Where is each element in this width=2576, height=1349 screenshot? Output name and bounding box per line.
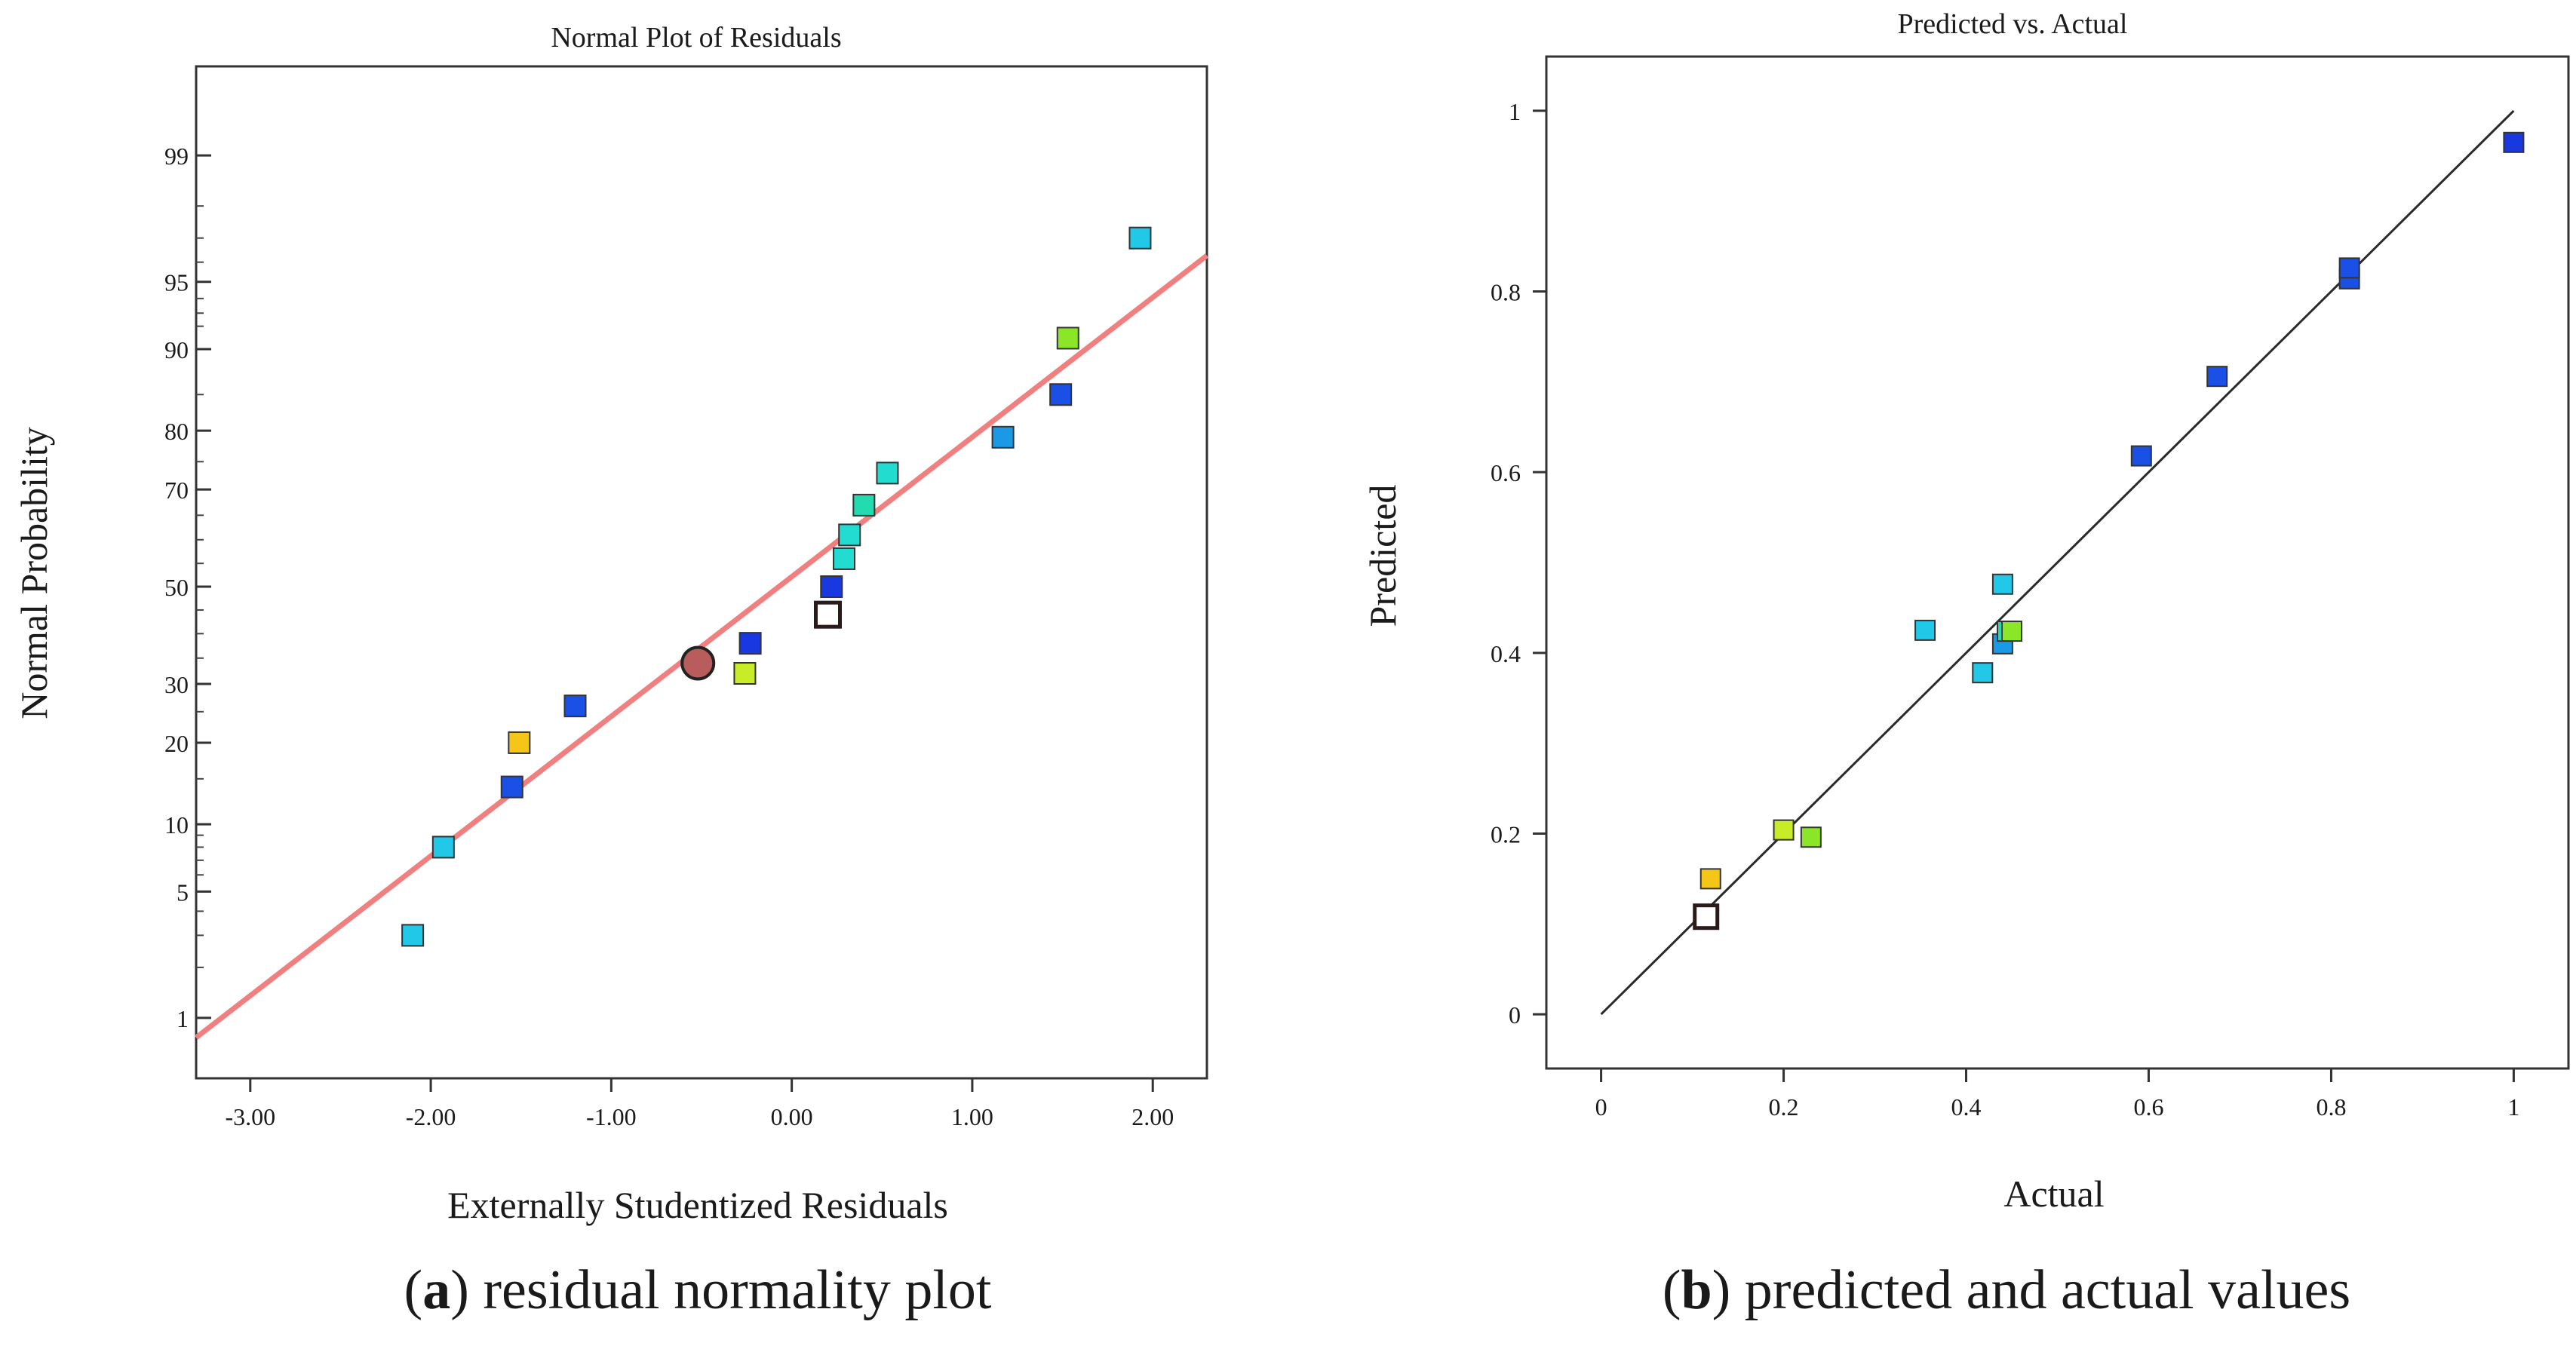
chart-a-minor-ticks	[196, 205, 204, 968]
chart-a-y-tick-label-8: 90	[164, 336, 189, 363]
chart-a-x-tick-label-4: 1.00	[951, 1103, 993, 1130]
chart-a: Normal Plot of Residuals 1 5 10 20 30 50 70 80 9…	[13, 22, 1209, 1321]
chart-b-xlabel: Actual	[2003, 1173, 2104, 1215]
chart-a-y-tick-label-1: 5	[177, 878, 189, 906]
chart-b-point-13	[2338, 257, 2360, 279]
chart-a-y-tick-label-4: 30	[164, 671, 189, 698]
chart-a-x-tick-label-1: -2.00	[406, 1103, 456, 1130]
chart-b-x-tick-label-2: 0.4	[1951, 1093, 1982, 1121]
chart-a-y-tick-label-6: 70	[164, 477, 189, 504]
chart-a-point-13	[876, 461, 899, 485]
chart-a-y-tick-label-10: 99	[164, 143, 189, 170]
chart-a-point-11	[838, 523, 861, 547]
chart-a-point-9	[820, 575, 843, 599]
chart-b-caption: (b) predicted and actual values	[1663, 1259, 2350, 1321]
chart-b-y-tick-label-0: 0	[1509, 1001, 1521, 1029]
chart-b: Predicted vs. Actual 0 0.2 0.4 0.6 0.8 1 0 0.2…	[1362, 8, 2570, 1321]
chart-a-x-ticks: -3.00 -2.00 -1.00 0.00 1.00 2.00	[225, 1078, 1174, 1130]
chart-a-y-tick-label-7: 80	[164, 418, 189, 445]
chart-b-title: Predicted vs. Actual	[1898, 8, 2128, 40]
chart-b-y-ticks: 0 0.2 0.4 0.6 0.8 1	[1491, 98, 1546, 1029]
chart-b-y-tick-label-3: 0.6	[1491, 459, 1521, 486]
chart-b-point-10	[2130, 445, 2152, 467]
chart-a-caption-paren: (	[404, 1259, 423, 1321]
chart-a-x-tick-label-3: 0.00	[771, 1103, 813, 1130]
chart-a-point-15	[1049, 383, 1073, 406]
chart-b-point-4	[1914, 619, 1936, 641]
chart-a-point-17	[1128, 226, 1152, 250]
chart-b-x-tick-label-4: 0.8	[2316, 1093, 2346, 1121]
chart-b-point-0	[1693, 903, 1720, 931]
chart-a-x-tick-label-5: 2.00	[1131, 1103, 1174, 1130]
chart-b-point-9	[2001, 621, 2023, 642]
chart-b-y-tick-label-5: 1	[1509, 98, 1521, 125]
chart-b-caption-text: ) predicted and actual values	[1712, 1259, 2350, 1321]
chart-b-fit-line	[1600, 109, 2515, 1016]
chart-a-y-tick-label-9: 95	[164, 269, 189, 296]
chart-b-x-ticks: 0 0.2 0.4 0.6 0.8 1	[1595, 1068, 2519, 1121]
chart-a-caption-letter: a	[422, 1259, 450, 1321]
chart-a-point-1	[431, 835, 455, 859]
chart-b-x-tick-label-0: 0	[1595, 1093, 1607, 1121]
chart-b-points	[1693, 131, 2525, 931]
chart-b-point-1	[1699, 868, 1721, 890]
chart-a-caption: (a) residual normality plot	[404, 1259, 992, 1321]
chart-a-point-10	[833, 547, 856, 570]
chart-a-point-7	[738, 632, 762, 655]
chart-a-point-14	[991, 425, 1015, 449]
chart-b-x-tick-label-3: 0.6	[2133, 1093, 2163, 1121]
chart-b-point-2	[1773, 819, 1795, 841]
chart-a-x-tick-label-2: -1.00	[586, 1103, 637, 1130]
chart-a-title: Normal Plot of Residuals	[551, 22, 841, 54]
chart-b-y-tick-label-4: 0.8	[1491, 279, 1521, 306]
chart-b-point-11	[2206, 366, 2228, 388]
chart-a-y-ticks: 1 5 10 20 30 50 70 80 90 95 99	[164, 143, 211, 1032]
chart-a-point-3	[508, 731, 531, 754]
chart-a-point-8	[814, 600, 842, 629]
chart-a-point-12	[852, 493, 876, 517]
chart-a-x-tick-label-0: -3.00	[225, 1103, 275, 1130]
chart-b-point-6	[1991, 573, 2013, 595]
chart-a-y-tick-label-5: 50	[164, 574, 189, 601]
chart-b-point-5	[1972, 662, 1994, 684]
chart-b-point-3	[1800, 826, 1822, 848]
chart-a-point-4	[563, 694, 587, 718]
chart-a-plot-area	[195, 65, 1208, 1080]
chart-b-caption-letter: b	[1681, 1259, 1712, 1321]
chart-b-ylabel: Predicted	[1362, 485, 1404, 627]
chart-b-x-tick-label-1: 0.2	[1769, 1093, 1799, 1121]
chart-a-points	[401, 226, 1152, 947]
chart-a-point-0	[401, 924, 425, 947]
chart-b-y-tick-label-2: 0.4	[1491, 640, 1521, 667]
chart-a-caption-text: ) residual normality plot	[450, 1259, 992, 1321]
chart-a-y-tick-label-0: 1	[177, 1005, 189, 1032]
chart-a-y-tick-label-3: 20	[164, 730, 189, 757]
chart-a-ylabel: Normal Probability	[13, 427, 55, 719]
chart-a-point-16	[1056, 327, 1079, 350]
chart-a-xlabel: Externally Studentized Residuals	[447, 1184, 948, 1226]
chart-b-x-tick-label-5: 1	[2507, 1093, 2519, 1121]
chart-b-y-tick-label-1: 0.2	[1491, 820, 1521, 848]
chart-b-caption-paren: (	[1663, 1259, 1681, 1321]
chart-b-point-14	[2503, 131, 2525, 153]
chart-a-point-2	[500, 775, 523, 799]
chart-a-y-tick-label-2: 10	[164, 811, 189, 839]
chart-a-point-5	[680, 645, 716, 681]
chart-a-point-6	[733, 662, 757, 685]
